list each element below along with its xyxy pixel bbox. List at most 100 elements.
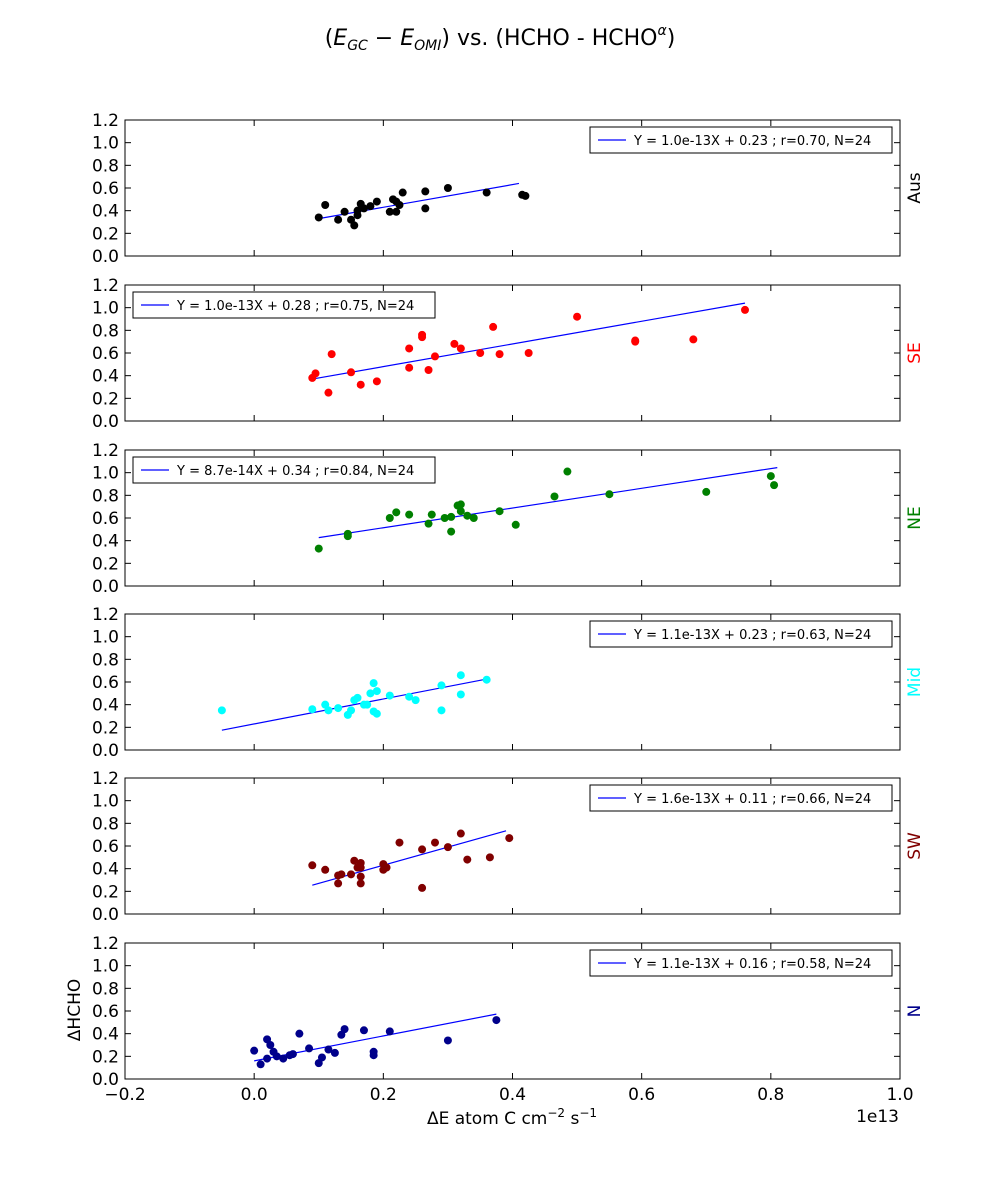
data-point — [340, 1025, 349, 1034]
x-tick-label: 0.0 — [241, 1085, 268, 1105]
data-point — [443, 1036, 452, 1045]
data-point — [405, 344, 414, 353]
y-tick-label: 0.8 — [92, 486, 119, 506]
y-tick-label: 0.2 — [92, 224, 119, 244]
y-axis-label: ΔHCHO — [65, 979, 85, 1041]
data-point — [347, 870, 356, 879]
data-point — [350, 856, 359, 865]
x-axis-label: ΔE atom C cm−2 s−1 — [427, 1106, 597, 1129]
data-point — [482, 675, 491, 684]
data-point — [353, 693, 362, 702]
x-tick-label: −0.2 — [104, 1085, 145, 1105]
data-point — [521, 191, 530, 200]
data-point — [382, 863, 391, 872]
data-point — [288, 1050, 297, 1059]
data-point — [482, 188, 491, 197]
panel-ne: 0.0 0.20.4 0.6 0.81.0 1.2 Y = 8.7e-14X + 0.34… — [92, 441, 925, 597]
data-point — [489, 322, 498, 331]
data-point — [350, 221, 359, 230]
legend-box — [589, 620, 893, 648]
data-point — [456, 344, 465, 353]
data-point — [392, 508, 401, 517]
legend-box — [589, 126, 893, 154]
y-tick-label: 0.8 — [92, 156, 119, 176]
fit-line — [318, 467, 778, 539]
data-point — [563, 467, 572, 476]
data-point — [463, 855, 472, 864]
data-point — [359, 204, 368, 213]
data-point — [405, 510, 414, 519]
data-point — [321, 201, 330, 209]
y-tick-label: 0.2 — [92, 1047, 119, 1067]
data-point — [495, 507, 504, 516]
data-point — [511, 520, 520, 529]
data-point — [405, 363, 414, 372]
data-point — [308, 705, 317, 714]
data-point — [573, 312, 582, 321]
data-point — [372, 197, 381, 206]
data-point — [456, 671, 465, 680]
y-tick-label: 0.0 — [92, 905, 119, 925]
data-point — [327, 350, 336, 359]
data-point — [314, 213, 323, 222]
y-tick-label: 0.0 — [92, 577, 119, 597]
y-tick-label: 1.2 — [92, 276, 119, 296]
data-point — [741, 305, 749, 314]
legend-label: Y = 1.6e-13X + 0.11 ; r=0.66, N=24 — [633, 792, 871, 807]
data-point — [450, 339, 459, 348]
y-tick-label: 0.0 — [92, 412, 119, 432]
data-point — [340, 207, 349, 216]
y-tick-label: 0.6 — [92, 837, 119, 857]
y-tick-label: 0.6 — [92, 179, 119, 199]
region-label: NE — [905, 506, 925, 529]
y-tick-label: 0.2 — [92, 718, 119, 738]
data-point — [456, 829, 465, 838]
y-tick-label: 0.8 — [92, 321, 119, 341]
y-tick-label: 0.0 — [92, 1070, 119, 1090]
data-point — [347, 706, 356, 715]
y-tick-label: 1.0 — [92, 628, 119, 648]
data-point — [440, 514, 449, 522]
data-point — [359, 1026, 368, 1035]
legend-box — [589, 784, 893, 812]
data-point — [279, 1054, 288, 1063]
data-point — [702, 487, 711, 496]
y-tick-label: 1.2 — [92, 934, 119, 954]
y-tick-label: 0.8 — [92, 650, 119, 670]
legend: Y = 1.6e-13X + 0.11 ; r=0.66, N=24 — [589, 784, 893, 812]
data-point — [334, 215, 343, 224]
chart-title: (EGC − EOMI) vs. (HCHO - HCHOα) — [325, 23, 676, 54]
x-tick-label: 0.6 — [628, 1085, 655, 1105]
data-point — [321, 865, 330, 874]
data-point — [476, 349, 485, 357]
data-point — [431, 352, 439, 361]
y-tick-label: 0.2 — [92, 554, 119, 574]
y-tick-label: 0.2 — [92, 389, 119, 409]
data-point — [266, 1041, 275, 1049]
y-tick-label: 0.6 — [92, 509, 119, 529]
data-point — [311, 369, 320, 378]
data-point — [495, 350, 504, 359]
y-tick-label: 0.8 — [92, 814, 119, 834]
region-label: SE — [905, 342, 925, 364]
legend: Y = 1.1e-13X + 0.16 ; r=0.58, N=24 — [589, 949, 893, 977]
x-tick-label: 1.0 — [886, 1085, 913, 1105]
panel-mid: 0.0 0.20.4 0.6 0.81.0 1.2 Y = 1.1e-13X + 0.23… — [92, 605, 925, 761]
data-point — [418, 883, 427, 892]
panel-n: 0.00.20.40.60.81.01.2−0.2 0.0 0.2 0.4 0.6 0.8… — [92, 934, 925, 1105]
y-tick-label: 1.0 — [92, 792, 119, 812]
data-point — [385, 1027, 394, 1036]
data-point — [463, 511, 472, 520]
data-point — [217, 706, 226, 715]
panel-aus: 0.0 0.20.4 0.6 0.81.0 1.2 Y = 1.0e-13X + 0.23… — [92, 111, 925, 267]
data-point — [356, 879, 365, 888]
data-point — [411, 696, 420, 705]
region-label: N — [905, 1005, 925, 1018]
data-point — [766, 472, 775, 481]
data-point — [369, 1051, 378, 1060]
fit-line — [318, 182, 520, 220]
legend-box — [132, 291, 436, 319]
data-point — [431, 838, 439, 847]
data-point — [443, 843, 452, 852]
y-tick-label: 0.0 — [92, 247, 119, 267]
